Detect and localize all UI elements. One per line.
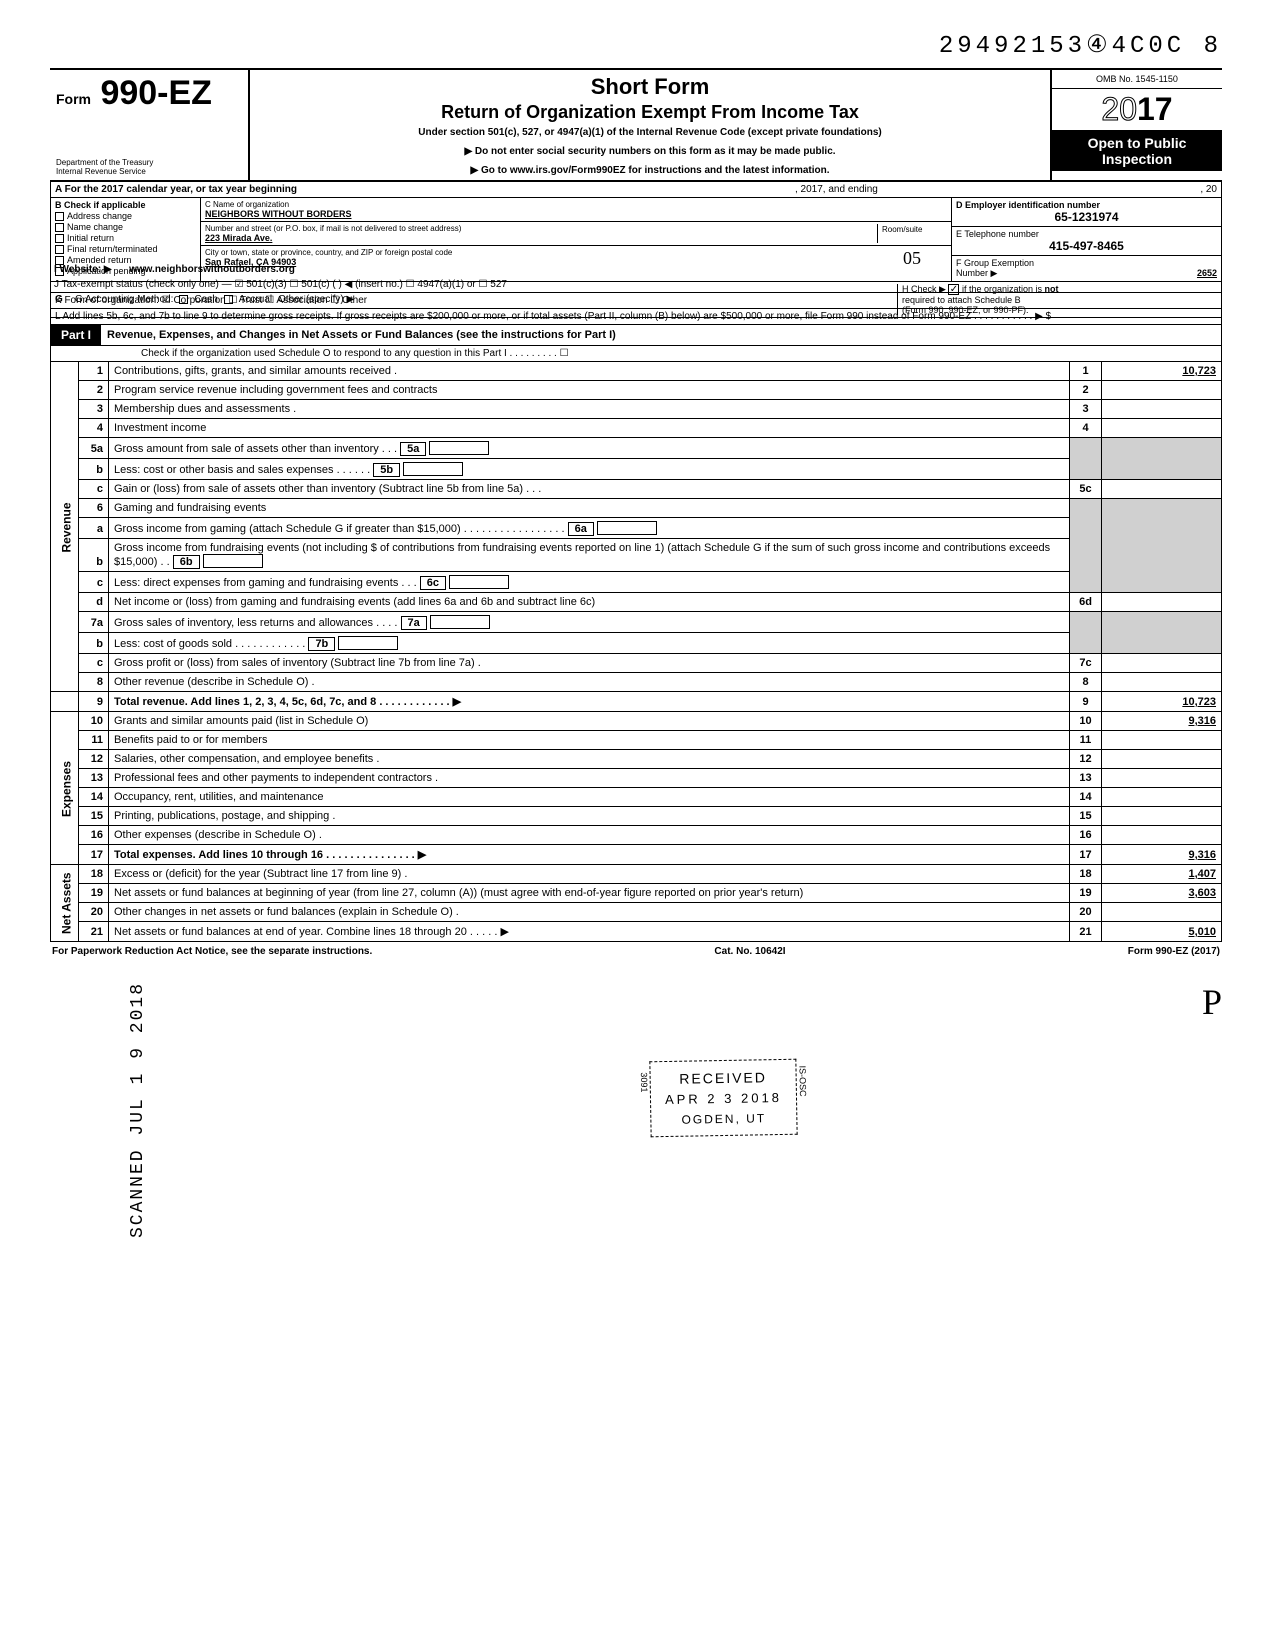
main-table: Revenue 1Contributions, gifts, grants, a… <box>50 362 1222 942</box>
box-e: E Telephone number 415-497-8465 <box>952 227 1221 256</box>
chk-address[interactable]: Address change <box>55 211 196 221</box>
street-value: 223 Mirada Ave. <box>205 233 877 243</box>
part1-check: Check if the organization used Schedule … <box>50 346 1222 362</box>
c-name-label: C Name of organization <box>205 200 947 209</box>
part1-label: Part I <box>51 325 101 345</box>
box-f: F Group Exemption Number ▶ 2652 <box>952 256 1221 281</box>
row-a: A For the 2017 calendar year, or tax yea… <box>50 182 1222 198</box>
footer-left: For Paperwork Reduction Act Notice, see … <box>52 946 372 957</box>
short-form-title: Short Form <box>258 74 1042 100</box>
dln-number: 29492153④4C0C 8 <box>50 30 1222 60</box>
received-stamp: 3091 IS-OSC RECEIVED APR 2 3 2018 OGDEN,… <box>649 1059 797 1138</box>
amt-19: 3,603 <box>1102 884 1222 903</box>
subtitle-section: Under section 501(c), 527, or 4947(a)(1)… <box>258 127 1042 138</box>
form-prefix: Form <box>56 91 91 107</box>
amt-1: 10,723 <box>1102 362 1222 381</box>
amt-18: 1,407 <box>1102 865 1222 884</box>
room-label: Room/suite <box>882 225 922 234</box>
footer-right: Form 990-EZ (2017) <box>1128 946 1220 957</box>
org-name: NEIGHBORS WITHOUT BORDERS <box>205 209 947 219</box>
irs-url: ▶ Go to www.irs.gov/Form990EZ for instru… <box>258 165 1042 176</box>
row-a-right: , 20 <box>1051 182 1221 197</box>
part1-header: Part I Revenue, Expenses, and Changes in… <box>50 325 1222 346</box>
ein-value: 65-1231974 <box>956 210 1217 224</box>
box-d: D Employer identification number 65-1231… <box>952 198 1221 227</box>
form-number: 990-EZ <box>100 74 212 112</box>
chk-initial[interactable]: Initial return <box>55 233 196 243</box>
scanned-stamp: SCANNED JUL 1 9 2018 <box>128 982 148 1238</box>
website-value: www.neighborswithoutborders.org <box>129 264 295 275</box>
return-title: Return of Organization Exempt From Incom… <box>258 102 1042 123</box>
amt-21: 5,010 <box>1102 922 1222 942</box>
phone-value: 415-497-8465 <box>956 239 1217 253</box>
chk-final[interactable]: Final return/terminated <box>55 244 196 254</box>
amt-9: 10,723 <box>1102 692 1222 712</box>
line-l: L Add lines 5b, 6c, and 7b to line 9 to … <box>50 309 1222 325</box>
city-label: City or town, state or province, country… <box>205 248 877 257</box>
chk-name[interactable]: Name change <box>55 222 196 232</box>
dept-treasury: Department of the Treasury Internal Reve… <box>56 158 242 176</box>
side-expenses: Expenses <box>51 712 79 865</box>
form-header: Form 990-EZ Department of the Treasury I… <box>50 68 1222 182</box>
group-exemption: 2652 <box>1197 268 1217 278</box>
initial-mark: P <box>50 981 1222 1023</box>
page-footer: For Paperwork Reduction Act Notice, see … <box>50 942 1222 961</box>
ssn-warning: ▶ Do not enter social security numbers o… <box>258 146 1042 157</box>
side-revenue: Revenue <box>51 362 79 692</box>
amt-17: 9,316 <box>1102 845 1222 865</box>
amt-10: 9,316 <box>1102 712 1222 731</box>
open-public-badge: Open to Public Inspection <box>1052 131 1222 171</box>
handwritten-05: 05 <box>877 248 947 269</box>
b-title: B Check if applicable <box>55 200 146 210</box>
row-a-mid: , 2017, and ending <box>791 182 1051 197</box>
side-netassets: Net Assets <box>51 865 79 942</box>
row-a-left: A For the 2017 calendar year, or tax yea… <box>55 184 297 195</box>
tax-year: 20201717 <box>1052 89 1222 131</box>
omb-number: OMB No. 1545-1150 <box>1052 70 1222 89</box>
part1-title: Revenue, Expenses, and Changes in Net As… <box>101 326 622 344</box>
street-label: Number and street (or P.O. box, if mail … <box>205 224 877 233</box>
footer-catno: Cat. No. 10642I <box>714 946 785 957</box>
city-value: San Rafael, CA 94903 <box>205 257 877 267</box>
